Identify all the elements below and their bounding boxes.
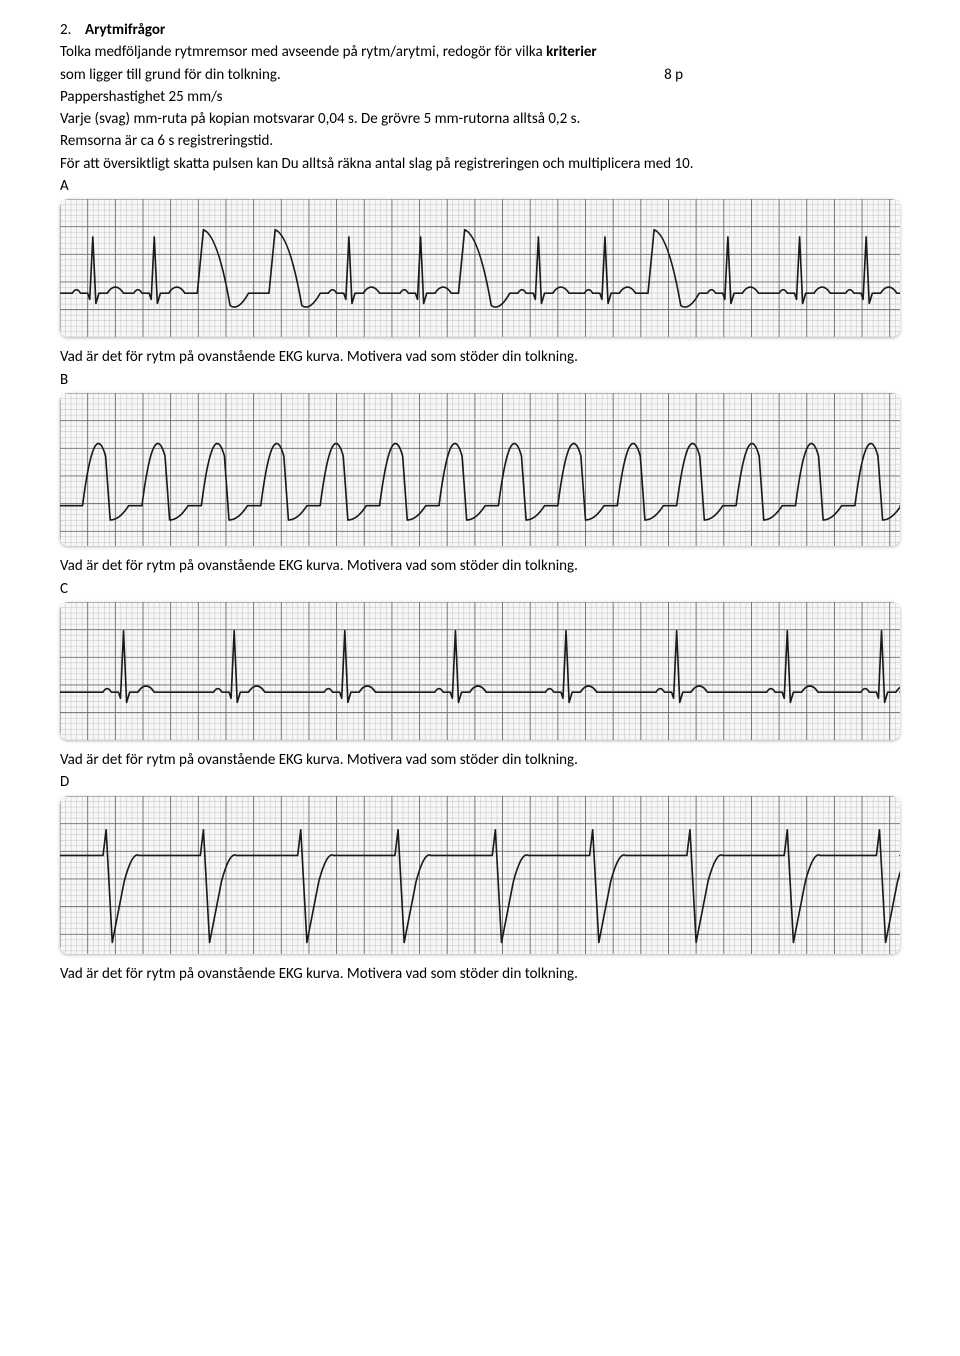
caption-c: Vad är det för rytm på ovanstående EKG k… [60,750,900,770]
section-d-letter: D [60,772,900,792]
ekg-strip-a [60,199,900,337]
caption-d: Vad är det för rytm på ovanstående EKG k… [60,964,900,984]
ekg-strip-d [60,796,900,955]
section-b-letter: B [60,370,900,390]
question-heading: 2. Arytmifrågor [60,20,900,40]
question-number: 2. [60,21,71,39]
intro-line-1: Tolka medföljande rytmremsor med avseend… [60,42,900,62]
pulse-hint: För att översiktligt skatta pulsen kan D… [60,154,900,174]
points-label: 8 p [664,65,683,85]
grid-explain: Varje (svag) mm-ruta på kopian motsvarar… [60,109,900,129]
section-a-letter: A [60,176,900,196]
reg-time: Remsorna är ca 6 s registreringstid. [60,131,900,151]
ekg-strip-c [60,602,900,740]
question-title: Arytmifrågor [85,21,165,39]
intro-line-2: som ligger till grund för din tolkning. … [60,65,900,85]
caption-a: Vad är det för rytm på ovanstående EKG k… [60,347,900,367]
section-c-letter: C [60,579,900,599]
ekg-strip-b [60,393,900,547]
paper-speed: Pappershastighet 25 mm/s [60,87,900,107]
caption-b: Vad är det för rytm på ovanstående EKG k… [60,556,900,576]
